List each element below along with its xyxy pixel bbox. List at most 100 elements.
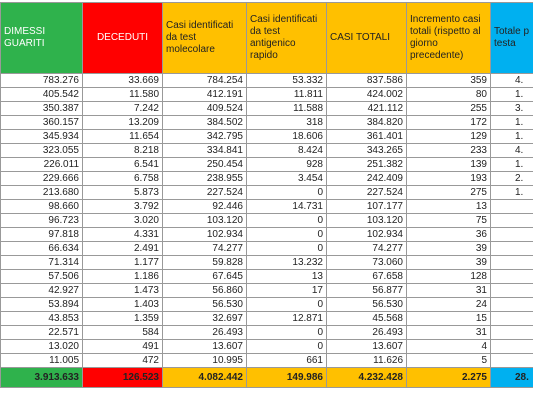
table-cell: 39 [406,255,491,270]
table-cell: 24 [406,297,491,312]
table-cell [490,353,533,368]
table-cell: 412.191 [162,87,247,102]
table-cell: 26.493 [326,325,407,340]
table-cell: 242.409 [326,171,407,186]
table-cell: 128 [406,269,491,284]
table-cell: 67.658 [326,269,407,284]
table-cell: 424.002 [326,87,407,102]
table-cell: 103.120 [162,213,247,228]
table-cell: 1. [490,115,533,130]
table-cell: 8.218 [82,143,163,158]
table-cell: 421.112 [326,101,407,116]
table-cell: 783.276 [0,73,83,88]
table-cell: 22.571 [0,325,83,340]
table-cell: 53.332 [246,73,327,88]
table-row: 98.660 3.792 92.446 14.731 107.177 13 [0,199,533,214]
table-cell: 13.020 [0,339,83,354]
total-cell: 28. [490,367,533,388]
table-cell: 97.818 [0,227,83,242]
table-cell: 98.660 [0,199,83,214]
table-cell: 11.588 [246,101,327,116]
table-cell: 45.568 [326,311,407,326]
table-cell: 8.424 [246,143,327,158]
table-cell: 0 [246,325,327,340]
table-row: 213.680 5.873 227.524 0 227.524 275 1. [0,185,533,200]
table-cell: 1. [490,185,533,200]
table-cell: 36 [406,227,491,242]
table-cell: 102.934 [326,227,407,242]
table-row: 57.506 1.186 67.645 13 67.658 128 [0,269,533,284]
table-cell: 3.020 [82,213,163,228]
table-cell: 1.359 [82,311,163,326]
table-cell: 56.877 [326,283,407,298]
table-cell: 107.177 [326,199,407,214]
table-cell: 0 [246,297,327,312]
total-cell: 126.523 [82,367,163,388]
table-cell: 6.758 [82,171,163,186]
table-cell [490,311,533,326]
total-cell: 4.232.428 [326,367,407,388]
table-cell: 56.860 [162,283,247,298]
table-cell: 11.580 [82,87,163,102]
table-cell: 15 [406,311,491,326]
table-cell: 172 [406,115,491,130]
table-cell: 1.186 [82,269,163,284]
table-cell: 1.473 [82,283,163,298]
table-cell: 2. [490,171,533,186]
table-cell [490,339,533,354]
table-row: 405.542 11.580 412.191 11.811 424.002 80 1. [0,87,533,102]
table-row: 226.011 6.541 250.454 928 251.382 139 1. [0,157,533,172]
table-cell: 334.841 [162,143,247,158]
table-cell: 0 [246,227,327,242]
table-cell [490,297,533,312]
table-cell: 129 [406,129,491,144]
table-cell: 238.955 [162,171,247,186]
table-cell: 1. [490,157,533,172]
header-cell: Incremento casi totali (rispetto al gior… [406,2,491,74]
table-cell: 928 [246,157,327,172]
table-row: 97.818 4.331 102.934 0 102.934 36 [0,227,533,242]
table-cell: 71.314 [0,255,83,270]
table-cell [490,255,533,270]
table-cell: 18.606 [246,129,327,144]
table-cell: 103.120 [326,213,407,228]
table-cell [490,325,533,340]
table-cell: 343.265 [326,143,407,158]
table-cell: 73.060 [326,255,407,270]
table-row: 350.387 7.242 409.524 11.588 421.112 255 3. [0,101,533,116]
table-cell: 784.254 [162,73,247,88]
table-cell: 31 [406,283,491,298]
table-cell [490,241,533,256]
table-cell [490,199,533,214]
table-cell: 75 [406,213,491,228]
table-cell: 74.277 [162,241,247,256]
table-cell: 4. [490,143,533,158]
table-cell: 74.277 [326,241,407,256]
table-cell: 11.654 [82,129,163,144]
table-cell: 59.828 [162,255,247,270]
table-cell: 32.697 [162,311,247,326]
table-cell: 7.242 [82,101,163,116]
table-cell: 13 [406,199,491,214]
table-row: 43.853 1.359 32.697 12.871 45.568 15 [0,311,533,326]
table-cell: 350.387 [0,101,83,116]
table-row: 360.157 13.209 384.502 318 384.820 172 1. [0,115,533,130]
table-body: 783.276 33.669 784.254 53.332 837.586 359 4. 40… [0,73,533,388]
table-cell: 2.491 [82,241,163,256]
header-cell: Casi identificati da test molecolare [162,2,247,74]
table-cell: 193 [406,171,491,186]
total-row: 3.913.633 126.523 4.082.442 149.986 4.232.42… [0,367,533,388]
table-cell: 3.792 [82,199,163,214]
table-cell: 12.871 [246,311,327,326]
table-cell: 67.645 [162,269,247,284]
header-cell: Totale p testa [490,2,533,74]
table-cell: 80 [406,87,491,102]
table-row: 96.723 3.020 103.120 0 103.120 75 [0,213,533,228]
table-cell: 233 [406,143,491,158]
table-cell: 359 [406,73,491,88]
table-cell: 0 [246,339,327,354]
table-cell: 227.524 [162,185,247,200]
total-cell: 149.986 [246,367,327,388]
table-row: 229.666 6.758 238.955 3.454 242.409 193 2. [0,171,533,186]
